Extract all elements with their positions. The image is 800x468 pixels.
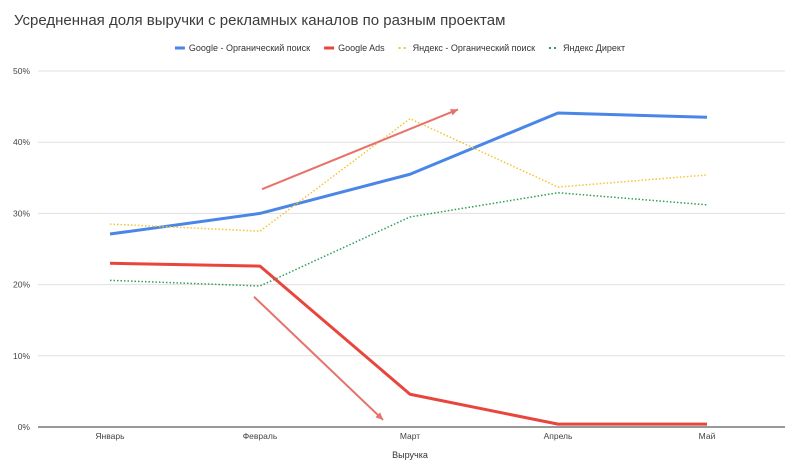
arrow-down-head	[375, 412, 383, 420]
y-tick-label: 40%	[13, 137, 30, 147]
arrow-down-shaft	[253, 295, 384, 421]
series-line-2	[109, 117, 708, 232]
x-axis-title: Выручка	[392, 450, 428, 460]
series-line-3	[109, 192, 708, 287]
x-tick-label: Февраль	[243, 431, 278, 441]
arrow-up-shaft	[261, 108, 459, 191]
legend-label: Яндекс Директ	[563, 43, 625, 53]
y-tick-label: 20%	[13, 280, 30, 290]
legend-label: Google Ads	[338, 43, 385, 53]
chart-title: Усредненная доля выручки с рекламных кан…	[14, 12, 505, 29]
y-tick-label: 50%	[13, 66, 30, 76]
legend-label: Google - Органический поиск	[189, 43, 310, 53]
annotation-arrows	[253, 108, 459, 421]
x-axis-ticks: Январь Февраль Март Апрель Май	[95, 431, 715, 441]
series-line-0	[109, 111, 708, 236]
gridlines	[38, 70, 785, 428]
series-lines	[109, 111, 708, 426]
legend: Google - Органический поиск Google Ads Янд…	[174, 43, 625, 53]
series-line-1	[109, 261, 707, 426]
x-tick-label: Май	[699, 431, 716, 441]
legend-label: Яндекс - Органический поиск	[413, 43, 535, 53]
y-tick-label: 0%	[18, 422, 31, 432]
x-tick-label: Апрель	[544, 431, 573, 441]
y-tick-label: 10%	[13, 351, 30, 361]
x-tick-label: Март	[400, 431, 420, 441]
y-tick-label: 30%	[13, 208, 30, 218]
arrow-up-head	[450, 108, 458, 116]
x-tick-label: Январь	[95, 431, 125, 441]
y-axis-ticks: 0% 10% 20% 30% 40% 50%	[13, 66, 30, 432]
